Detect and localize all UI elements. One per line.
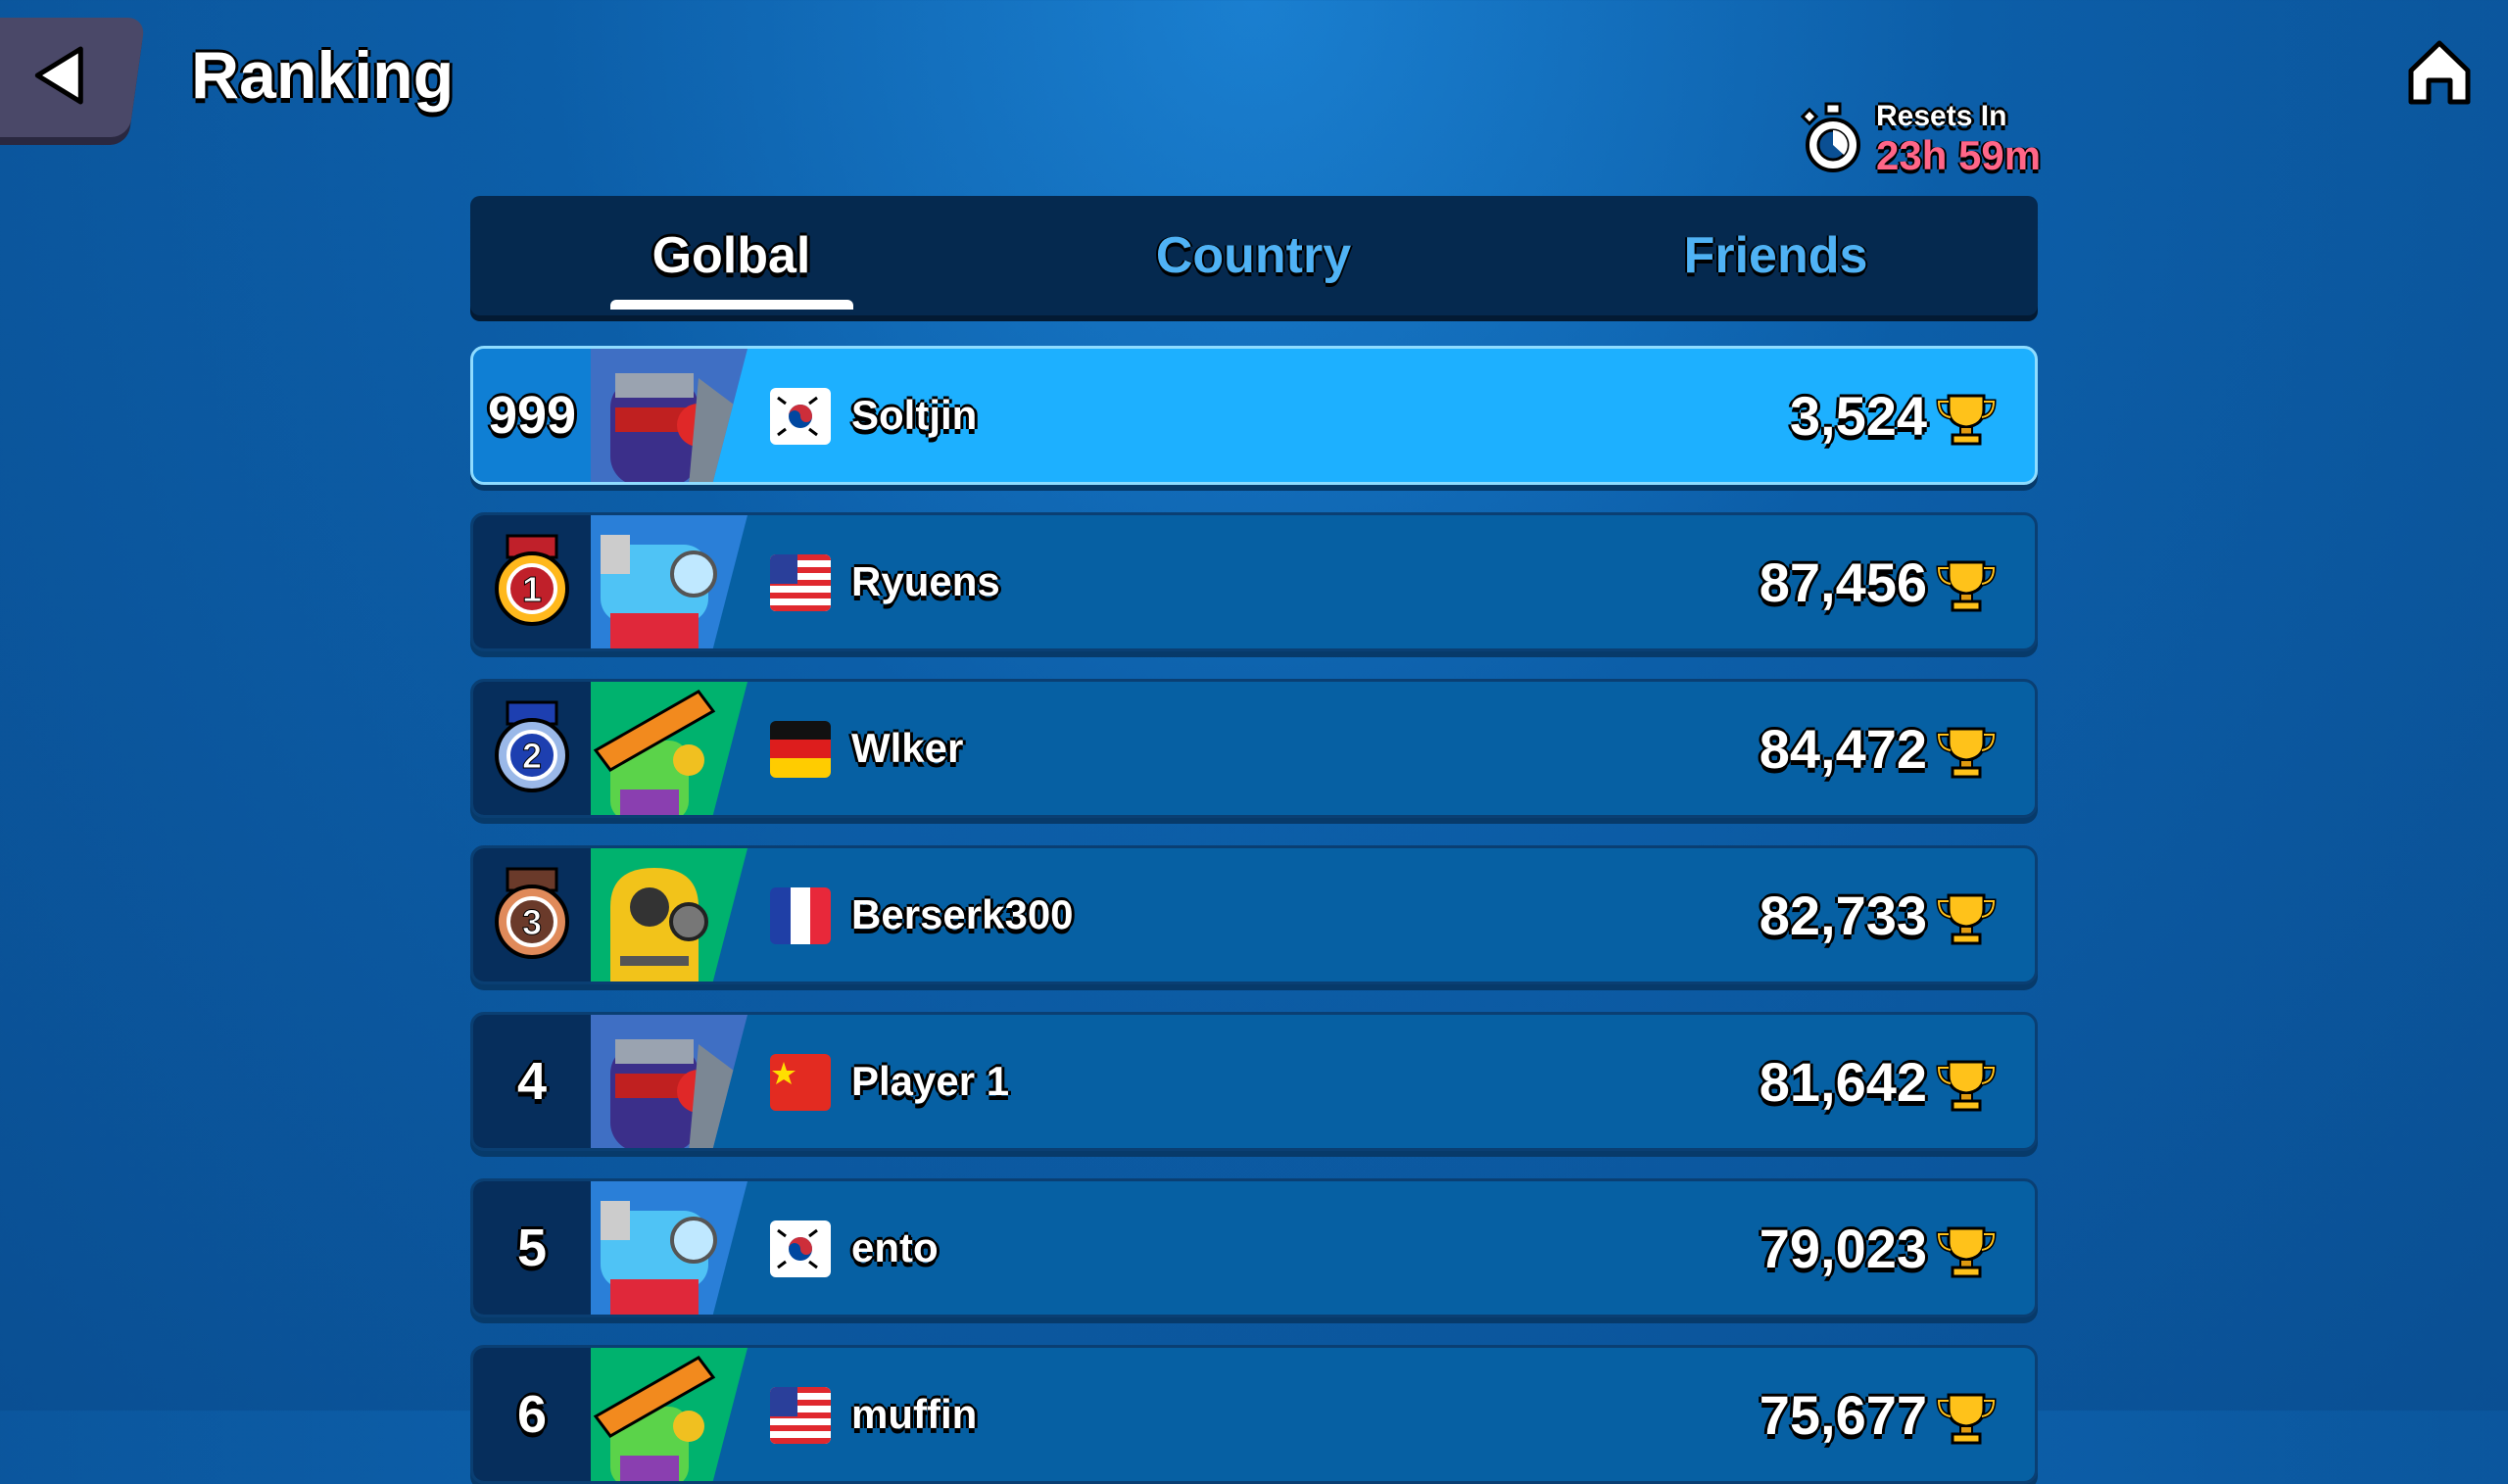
- usa-flag-icon: [770, 554, 831, 611]
- rank-cell: 5: [473, 1181, 591, 1315]
- trophy-icon: [1936, 394, 1997, 446]
- trophy-count: 75,677: [1759, 1383, 1927, 1446]
- trophy-icon: [1936, 560, 1997, 612]
- silver-medal-icon: 2: [495, 700, 569, 792]
- rank-number: 5: [516, 1219, 548, 1277]
- tab-friends[interactable]: Friends: [1515, 196, 2037, 315]
- rank-number: 999: [487, 386, 577, 445]
- rank-cell: 3: [473, 848, 591, 981]
- tab-country[interactable]: Country: [992, 196, 1515, 315]
- player-row[interactable]: 2 Wlker 84,472: [470, 679, 2038, 818]
- player-avatar: [591, 848, 748, 981]
- rank-cell: 999: [473, 349, 591, 482]
- player-avatar: [591, 349, 748, 482]
- stopwatch-icon: [1801, 102, 1860, 172]
- rank-cell: 1: [473, 515, 591, 648]
- france-flag-icon: [770, 887, 831, 944]
- rank-number: 4: [516, 1052, 548, 1111]
- player-row[interactable]: 5 ento 79,023: [470, 1178, 2038, 1317]
- tab-label: Country: [1155, 227, 1352, 284]
- trophy-count: 84,472: [1759, 717, 1927, 780]
- page-title: Ranking: [191, 38, 455, 113]
- trophy-count: 82,733: [1759, 884, 1927, 946]
- rank-cell: 2: [473, 682, 591, 815]
- trophy-icon: [1936, 1393, 1997, 1445]
- bronze-medal-icon: 3: [495, 867, 569, 959]
- player-name: ento: [851, 1224, 939, 1270]
- trophy-count: 3,524: [1789, 384, 1927, 447]
- player-name: Player 1: [851, 1058, 1010, 1104]
- trophy-count: 81,642: [1759, 1050, 1927, 1113]
- rank-cell: 4: [473, 1015, 591, 1148]
- player-name: Soltjin: [851, 392, 978, 438]
- resets-in-label: Resets In: [1876, 100, 2007, 132]
- trophy-icon: [1936, 893, 1997, 945]
- player-name: Wlker: [851, 725, 964, 771]
- reset-countdown: 23h 59m: [1876, 132, 2042, 178]
- tab-label: Golbal: [651, 227, 811, 284]
- ranking-tabs: Golbal Country Friends: [470, 196, 2038, 315]
- tab-label: Friends: [1683, 227, 1868, 284]
- rank-number: 3: [522, 902, 542, 942]
- player-avatar: [591, 1348, 748, 1481]
- player-row[interactable]: 1 Ryuens 87,456: [470, 512, 2038, 651]
- player-avatar: [591, 682, 748, 815]
- player-row-self[interactable]: 999 Soltjin 3,524: [470, 346, 2038, 485]
- rank-cell: 6: [473, 1348, 591, 1481]
- usa-flag-icon: [770, 1387, 831, 1444]
- trophy-icon: [1936, 727, 1997, 779]
- back-arrow-icon: [34, 46, 83, 105]
- south-korea-flag-icon: [770, 1221, 831, 1277]
- player-row[interactable]: 4 Player 1 81,642: [470, 1012, 2038, 1151]
- player-row[interactable]: 6 muffin 75,677: [470, 1345, 2038, 1484]
- player-name: Ryuens: [851, 558, 1000, 604]
- gold-medal-icon: 1: [495, 534, 569, 626]
- player-row[interactable]: 3 Berserk300 82,733: [470, 845, 2038, 984]
- home-button[interactable]: [2405, 37, 2474, 113]
- trophy-count: 79,023: [1759, 1217, 1927, 1279]
- player-avatar: [591, 1015, 748, 1148]
- trophy-icon: [1936, 1060, 1997, 1112]
- trophy-icon: [1936, 1226, 1997, 1278]
- player-name: Berserk300: [851, 891, 1074, 937]
- south-korea-flag-icon: [770, 388, 831, 445]
- germany-flag-icon: [770, 721, 831, 778]
- rank-number: 6: [516, 1385, 548, 1444]
- player-avatar: [591, 515, 748, 648]
- tab-global[interactable]: Golbal: [470, 196, 992, 315]
- china-flag-icon: [770, 1054, 831, 1111]
- back-button[interactable]: [0, 18, 146, 137]
- trophy-count: 87,456: [1759, 551, 1927, 613]
- rank-number: 2: [522, 736, 542, 776]
- player-name: muffin: [851, 1391, 978, 1437]
- home-icon: [2408, 40, 2471, 105]
- player-avatar: [591, 1181, 748, 1315]
- rank-number: 1: [522, 569, 542, 609]
- active-tab-indicator: [610, 300, 853, 310]
